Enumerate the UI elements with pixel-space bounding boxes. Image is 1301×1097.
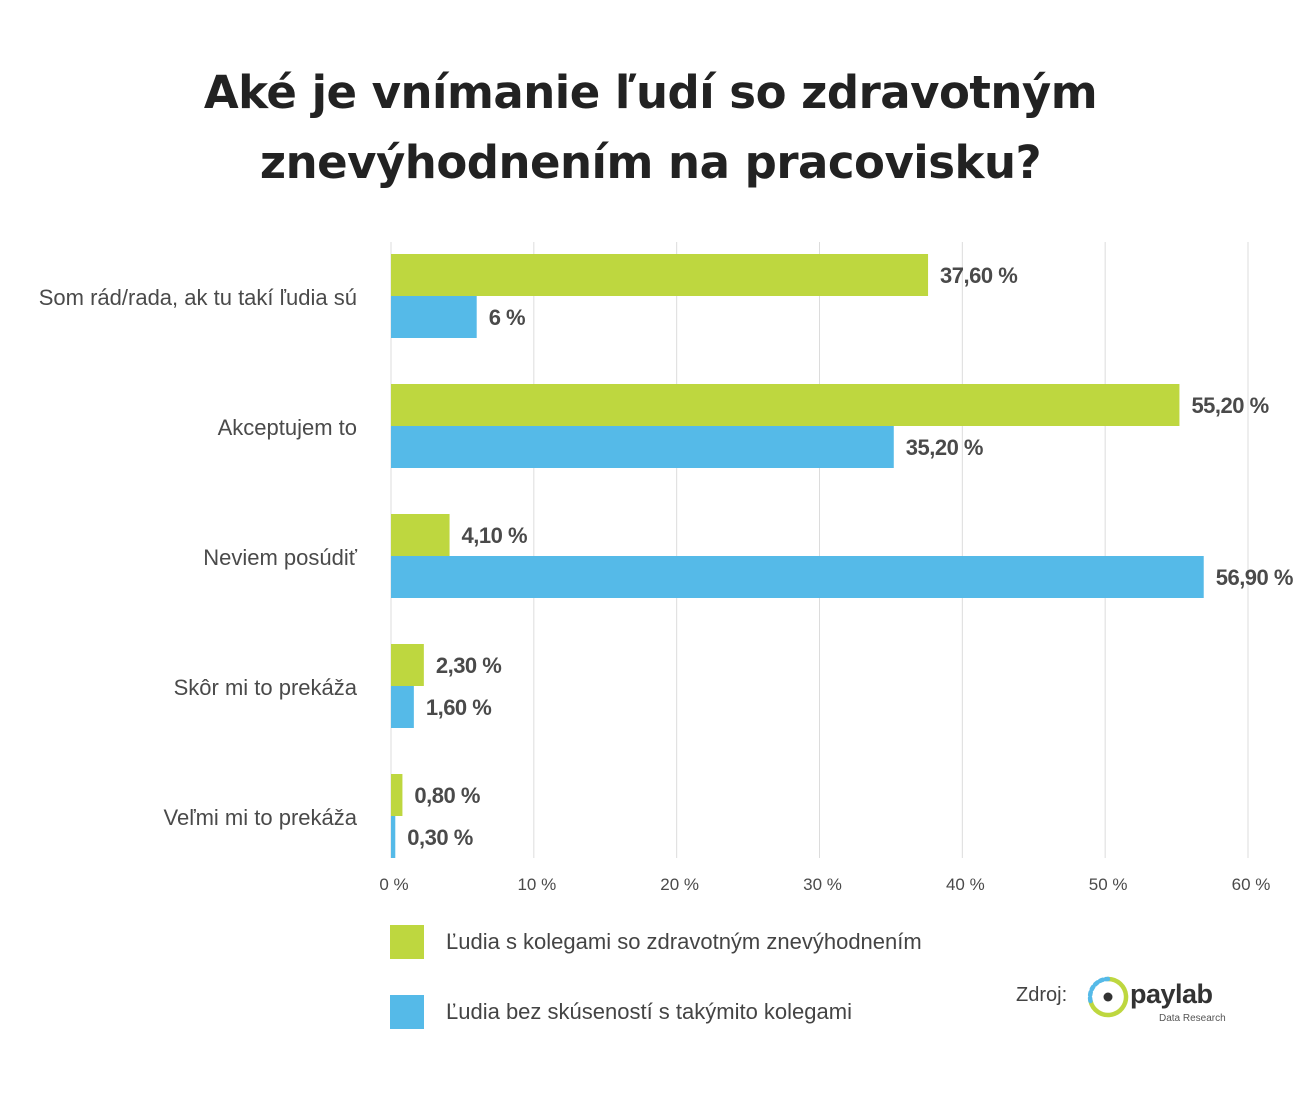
data-label-blue-3: 1,60 % [426, 695, 492, 720]
legend-swatch-blue [390, 995, 424, 1029]
chart-title: Aké je vnímanie ľudí so zdravotným znevý… [0, 58, 1301, 198]
legend-swatch-green [390, 925, 424, 959]
data-label-blue-4: 0,30 % [407, 825, 473, 850]
bar-blue-4 [391, 816, 396, 858]
bar-green-4 [391, 774, 403, 816]
paylab-logo-word: paylab [1130, 979, 1213, 1009]
paylab-logo-tagline: Data Research [1159, 1013, 1226, 1024]
paylab-logo: paylab Data Research [1086, 973, 1246, 1029]
chart-title-line-1: Aké je vnímanie ľudí so zdravotným [203, 66, 1098, 119]
legend-item-series-1: Ľudia s kolegami so zdravotným znevýhodn… [390, 922, 922, 962]
data-label-blue-1: 35,20 % [906, 435, 983, 460]
legend: Ľudia s kolegami so zdravotným znevýhodn… [390, 922, 922, 1062]
data-label-blue-0: 6 % [489, 305, 525, 330]
x-tick-label-50: 50 % [1089, 875, 1128, 894]
bar-green-2 [391, 514, 450, 556]
bar-green-0 [391, 254, 929, 296]
category-label-2: Neviem posúdiť [203, 545, 358, 570]
source-label: Zdroj: [1016, 984, 1068, 1006]
chart-title-line-2: znevýhodnením na pracovisku? [259, 136, 1042, 189]
bar-green-1 [391, 384, 1180, 426]
data-label-green-4: 0,80 % [414, 783, 480, 808]
x-tick-label-30: 30 % [803, 875, 842, 894]
legend-label-series-2: Ľudia bez skúseností s takýmito kolegami [446, 999, 852, 1024]
data-label-green-3: 2,30 % [436, 653, 502, 678]
legend-label-series-1: Ľudia s kolegami so zdravotným znevýhodn… [446, 929, 922, 954]
bar-blue-2 [391, 556, 1204, 598]
x-tick-label-40: 40 % [946, 875, 985, 894]
category-label-3: Skôr mi to prekáža [174, 675, 358, 700]
data-label-green-0: 37,60 % [940, 263, 1017, 288]
category-label-1: Akceptujem to [218, 415, 357, 440]
bar-green-3 [391, 644, 424, 686]
x-tick-label-10: 10 % [517, 875, 556, 894]
category-label-0: Som rád/rada, ak tu takí ľudia sú [39, 285, 357, 310]
bar-blue-0 [391, 296, 477, 338]
bar-blue-3 [391, 686, 414, 728]
bar-blue-1 [391, 426, 894, 468]
data-label-blue-2: 56,90 % [1216, 565, 1293, 590]
category-label-4: Veľmi mi to prekáža [164, 805, 358, 830]
paylab-logo-icon [1087, 976, 1129, 1018]
x-tick-label-20: 20 % [660, 875, 699, 894]
data-label-green-1: 55,20 % [1191, 393, 1268, 418]
legend-item-series-2: Ľudia bez skúseností s takýmito kolegami [390, 992, 922, 1032]
x-tick-label-0: 0 % [379, 875, 408, 894]
x-tick-label-60: 60 % [1232, 875, 1271, 894]
data-label-green-2: 4,10 % [462, 523, 527, 548]
